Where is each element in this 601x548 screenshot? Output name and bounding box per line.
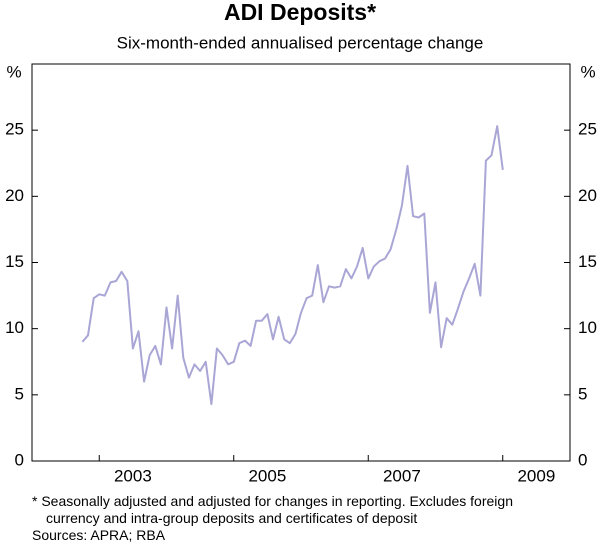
x-tick-label: 2005 xyxy=(248,466,286,485)
y-axis-unit: % xyxy=(6,62,21,81)
y2-tick-label: 10 xyxy=(578,318,597,337)
y2-tick-label: 0 xyxy=(578,450,587,469)
y-tick-label: 15 xyxy=(5,252,24,271)
y2-tick-label: 20 xyxy=(578,186,597,205)
x-tick-label: 2007 xyxy=(383,466,421,485)
y-tick-label: 20 xyxy=(5,186,24,205)
chart: ADI Deposits* Six-month-ended annualised… xyxy=(5,0,597,485)
chart-subtitle: Six-month-ended annualised percentage ch… xyxy=(117,33,484,52)
source: Sources: APRA; RBA xyxy=(32,527,166,543)
y2-axis-unit: % xyxy=(580,62,595,81)
plot-frame xyxy=(31,63,571,462)
data-line xyxy=(81,125,504,406)
footnote: * Seasonally adjusted and adjusted for c… xyxy=(32,493,513,526)
y2-tick-label: 15 xyxy=(578,252,597,271)
y-tick-label: 5 xyxy=(15,384,24,403)
x-tick-label: 2009 xyxy=(517,466,555,485)
y-tick-label: 10 xyxy=(5,318,24,337)
y-tick-label: 25 xyxy=(5,120,24,139)
y2-tick-label: 5 xyxy=(578,384,587,403)
x-tick-label: 2003 xyxy=(114,466,152,485)
y-tick-label: 0 xyxy=(15,450,24,469)
notes: * Seasonally adjusted and adjusted for c… xyxy=(32,493,552,544)
chart-title: ADI Deposits* xyxy=(224,0,376,25)
y2-tick-label: 25 xyxy=(578,120,597,139)
